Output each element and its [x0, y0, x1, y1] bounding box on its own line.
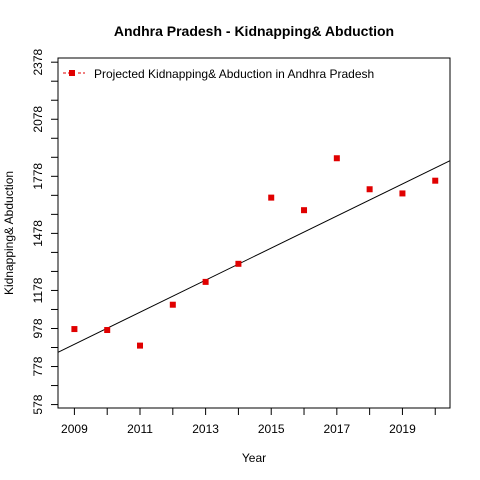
x-axis-label: Year — [242, 451, 266, 465]
points-group — [71, 155, 439, 349]
x-tick-label: 2015 — [258, 422, 285, 436]
plot-frame — [57, 57, 451, 409]
data-point — [366, 186, 373, 193]
data-point — [301, 207, 308, 214]
y-tick-label: 2378 — [31, 49, 45, 76]
y-tick-label: 2078 — [31, 106, 45, 133]
y-axis-label: Kidnapping& Abduction — [2, 171, 16, 295]
legend: Projected Kidnapping& Abduction in Andhr… — [63, 67, 374, 81]
data-point — [399, 190, 406, 197]
x-tick-label: 2009 — [61, 422, 88, 436]
data-point — [202, 278, 209, 285]
data-point — [137, 342, 144, 349]
data-point — [268, 194, 275, 201]
axes: 2009 2011 2013 2015 2017 2019 578 778 978 1178 147… — [31, 49, 436, 436]
chart-title: Andhra Pradesh - Kidnapping& Abduction — [114, 23, 394, 39]
trend-line-group — [57, 160, 451, 353]
y-tick-label: 978 — [31, 318, 45, 338]
x-tick-label: 2017 — [323, 422, 350, 436]
data-point — [169, 301, 176, 308]
data-point — [333, 155, 340, 162]
y-tick-label: 578 — [31, 394, 45, 414]
x-tick-label: 2019 — [389, 422, 416, 436]
data-point — [235, 260, 242, 267]
x-tick-label: 2013 — [192, 422, 219, 436]
trend-line — [57, 160, 451, 353]
legend-label: Projected Kidnapping& Abduction in Andhr… — [94, 67, 374, 81]
data-point — [432, 177, 439, 184]
y-tick-label: 778 — [31, 356, 45, 376]
legend-marker — [69, 70, 75, 76]
data-point — [71, 326, 78, 333]
y-tick-label: 1478 — [31, 220, 45, 247]
y-tick-label: 1778 — [31, 163, 45, 190]
data-point — [104, 327, 111, 334]
y-tick-label: 1178 — [31, 277, 45, 303]
x-tick-label: 2011 — [127, 422, 153, 436]
